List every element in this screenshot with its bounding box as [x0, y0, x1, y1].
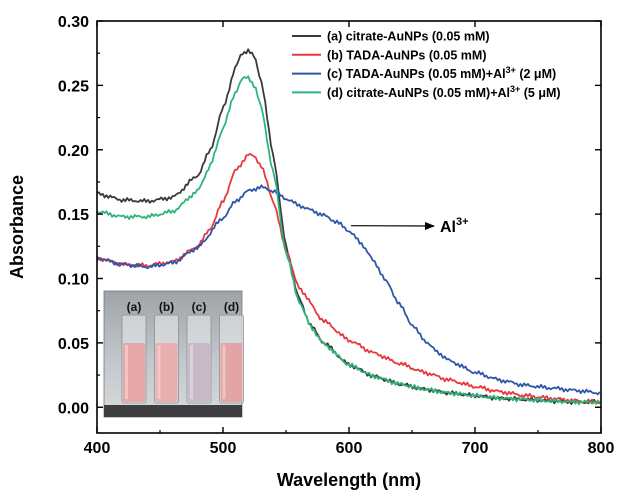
- vial-label-4: (d): [224, 300, 239, 314]
- vial-highlight-4: [222, 345, 226, 399]
- vial-label-2: (b): [159, 300, 174, 314]
- series-line-4: [96, 75, 601, 406]
- vial-highlight-2: [157, 345, 161, 399]
- al3-annotation: Al3+: [350, 216, 469, 236]
- y-tick-label: 0.30: [58, 14, 89, 31]
- x-tick-label: 800: [588, 440, 615, 457]
- legend-entry-2: (b) TADA-AuNPs (0.05 mM): [327, 48, 487, 62]
- vial-solution-4: [220, 343, 243, 402]
- y-tick-label: 0.15: [58, 207, 89, 224]
- x-tick-label: 400: [84, 440, 111, 457]
- series-group: [96, 48, 601, 406]
- x-tick-label: 700: [462, 440, 489, 457]
- series-line-1: [96, 48, 601, 405]
- x-axis-label: Wavelength (nm): [277, 470, 421, 490]
- series-line-3: [96, 184, 601, 396]
- y-axis-label: Absorbance: [7, 175, 27, 279]
- annotation-label: Al3+: [440, 216, 469, 236]
- y-tick-label: 0.20: [58, 143, 89, 160]
- inset-base: [104, 405, 242, 417]
- x-tick-label: 600: [336, 440, 363, 457]
- axes: 400 500 600 700 800 0.00 0.05 0.10 0.15 0.20 0.25 0…: [58, 14, 615, 457]
- vial-label-3: (c): [192, 300, 207, 314]
- legend-entry-3: (c) TADA-AuNPs (0.05 mM)+Al3+ (2 μM): [327, 65, 556, 81]
- legend-entry-1: (a) citrate-AuNPs (0.05 mM): [327, 30, 490, 44]
- y-tick-label: 0.25: [58, 78, 89, 95]
- vial-solution-1: [123, 343, 145, 402]
- y-tick-label: 0.05: [58, 336, 89, 353]
- y-tick-label: 0.10: [58, 272, 89, 289]
- vial-solution-2: [155, 343, 178, 402]
- vial-highlight-3: [190, 345, 193, 399]
- x-tick-label: 500: [210, 440, 237, 457]
- vial-highlight-1: [125, 345, 128, 399]
- legend: (a) citrate-AuNPs (0.05 mM) (b) TADA-AuNP…: [292, 30, 561, 100]
- y-tick-label: 0.00: [58, 400, 89, 417]
- legend-entry-4: (d) citrate-AuNPs (0.05 mM)+Al3+ (5 μM): [327, 84, 561, 100]
- vial-photo-inset: (a) (b) (c) (d): [103, 290, 244, 418]
- vial-label-1: (a): [127, 300, 142, 314]
- vial-solution-3: [188, 343, 210, 402]
